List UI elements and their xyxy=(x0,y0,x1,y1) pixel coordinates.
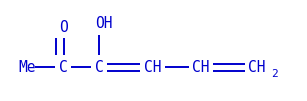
Text: CH: CH xyxy=(144,59,162,75)
Text: OH: OH xyxy=(95,16,113,32)
Text: 2: 2 xyxy=(271,69,278,79)
Text: Me: Me xyxy=(18,59,36,75)
Text: CH: CH xyxy=(192,59,210,75)
Text: C: C xyxy=(95,59,103,75)
Text: CH: CH xyxy=(248,59,266,75)
Text: O: O xyxy=(59,21,67,35)
Text: C: C xyxy=(59,59,67,75)
